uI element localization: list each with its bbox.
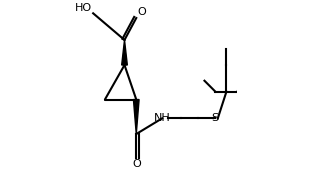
Polygon shape	[134, 100, 139, 134]
Text: O: O	[138, 7, 147, 17]
Text: O: O	[132, 159, 141, 169]
Text: S: S	[211, 113, 218, 123]
Text: HO: HO	[74, 3, 92, 12]
Text: NH: NH	[154, 113, 170, 123]
Polygon shape	[122, 40, 127, 65]
